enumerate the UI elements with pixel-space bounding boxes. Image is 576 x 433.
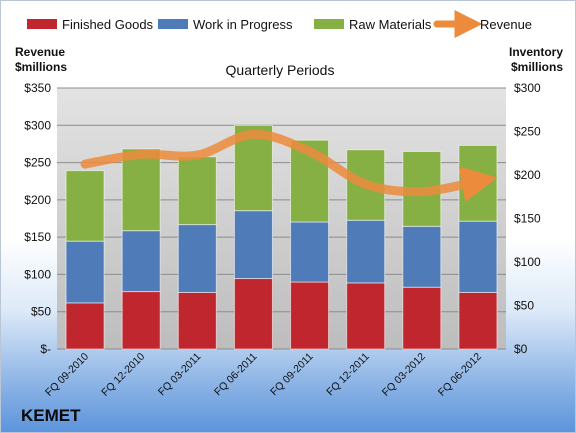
bar-finished-goods: [290, 281, 330, 350]
right-tick-label: $0: [514, 342, 528, 356]
x-tick-label: FQ 06-2012: [436, 351, 484, 399]
legend-swatch-finished-goods: [27, 19, 57, 29]
right-tick-label: $200: [514, 168, 541, 182]
bar-work-in-progress: [65, 240, 105, 304]
bar-finished-goods: [233, 278, 273, 350]
bar-finished-goods: [121, 291, 161, 350]
x-tick-label: FQ 09-2011: [268, 351, 316, 399]
x-tick-label: FQ 06-2011: [212, 351, 260, 399]
x-tick-label: FQ 03-2011: [156, 351, 204, 399]
bar-series: [65, 124, 498, 350]
revenue-line-series: [80, 129, 498, 202]
bar-raw-materials: [65, 170, 105, 242]
right-tick-label: $50: [514, 299, 534, 313]
company-name: KEMET: [21, 406, 81, 425]
bar-work-in-progress: [458, 220, 498, 293]
legend-swatch-work-in-progress: [158, 19, 188, 29]
x-tick-label: FQ 12-2011: [324, 351, 372, 399]
right-tick-label: $150: [514, 212, 541, 226]
legend-label-raw-materials: Raw Materials: [349, 17, 432, 32]
bar-finished-goods: [458, 291, 498, 350]
revenue-line: [80, 129, 498, 202]
bar-finished-goods: [65, 302, 105, 350]
bar-work-in-progress: [121, 230, 161, 293]
bar-finished-goods: [177, 291, 217, 350]
left-axis-title-line1: Revenue: [15, 45, 65, 59]
left-tick-label: $200: [24, 193, 51, 207]
bar-work-in-progress: [233, 210, 273, 280]
left-tick-label: $150: [24, 230, 51, 244]
bar-work-in-progress: [177, 224, 217, 293]
left-tick-label: $100: [24, 267, 51, 281]
right-tick-label: $300: [514, 81, 541, 95]
left-axis-title-line2: $millions: [15, 60, 67, 74]
legend-label-work-in-progress: Work in Progress: [193, 17, 293, 32]
bar-work-in-progress: [402, 225, 442, 288]
x-tick-label: FQ 12-2010: [99, 351, 147, 399]
right-axis-title-line2: $millions: [511, 60, 563, 74]
left-tick-label: $250: [24, 156, 51, 170]
bar-finished-goods: [346, 282, 386, 350]
bar-finished-goods: [402, 286, 442, 350]
legend-label-finished-goods: Finished Goods: [62, 17, 154, 32]
bar-work-in-progress: [290, 221, 330, 283]
left-tick-label: $350: [24, 81, 51, 95]
left-tick-label: $300: [24, 118, 51, 132]
right-axis-title-line1: Inventory: [509, 45, 563, 59]
x-tick-label: FQ 03-2012: [380, 351, 428, 399]
legend-label-revenue: Revenue: [480, 17, 532, 32]
bar-raw-materials: [121, 148, 161, 232]
left-tick-label: $-: [40, 342, 51, 356]
x-tick-label: FQ 09-2010: [43, 351, 91, 399]
bar-raw-materials: [177, 156, 217, 226]
bar-work-in-progress: [346, 219, 386, 284]
left-tick-label: $50: [31, 305, 51, 319]
right-tick-label: $100: [514, 255, 541, 269]
right-tick-label: $250: [514, 125, 541, 139]
chart-title: Quarterly Periods: [226, 62, 335, 78]
legend-swatch-raw-materials: [314, 19, 344, 29]
legend: Finished Goods Work in Progress Raw Materi…: [27, 10, 532, 38]
